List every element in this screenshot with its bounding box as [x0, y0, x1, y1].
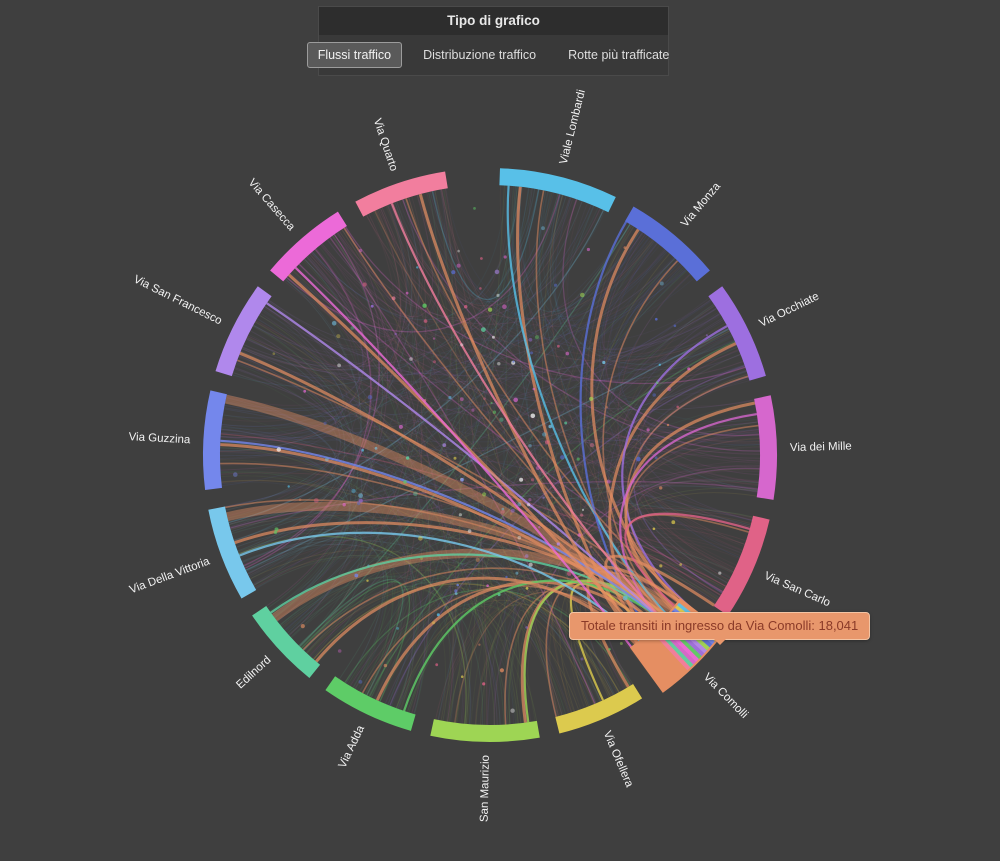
node-label: Via Occhiate — [757, 291, 821, 330]
node-label: Via Guzzina — [128, 431, 191, 446]
node-label: Viale Lombardi — [558, 88, 588, 165]
arc-san-maurizio[interactable] — [430, 719, 540, 742]
panel-title: Tipo di grafico — [319, 7, 668, 35]
arc-edilnord[interactable] — [252, 606, 321, 678]
node-label: Via Comolli — [701, 671, 750, 721]
chart-type-panel: Tipo di grafico Flussi traffico Distribuz… — [306, 6, 669, 76]
node-label: San Maurizio — [479, 755, 492, 822]
node-label: Via Adda — [337, 723, 368, 770]
arc-viale-lombardi[interactable] — [499, 168, 616, 213]
arc-via-quarto[interactable] — [355, 171, 448, 217]
arc-via-monza[interactable] — [625, 206, 710, 282]
node-label: Via Monza — [679, 180, 723, 230]
tab-flussi-traffico[interactable]: Flussi traffico — [306, 42, 403, 68]
tooltip-arrow-icon — [713, 639, 726, 645]
highlighted-ribbons — [220, 185, 759, 725]
node-label: Via Della Vittoria — [128, 555, 212, 596]
node-label: Via San Carlo — [762, 570, 832, 609]
node-label: Via dei Mille — [790, 441, 852, 455]
node-label: Via Ofellera — [601, 729, 636, 789]
node-label: Edilnord — [234, 654, 273, 691]
node-arcs — [202, 168, 778, 742]
tooltip-text: Totale transiti in ingresso da Via Comol… — [581, 618, 859, 633]
arc-via-adda[interactable] — [325, 676, 416, 731]
arc-via-della-vittoria[interactable] — [208, 506, 257, 599]
arc-via-dei-mille[interactable] — [754, 395, 778, 500]
arc-via-occhiate[interactable] — [708, 286, 766, 381]
arc-via-san-carlo[interactable] — [713, 515, 770, 616]
node-label: Via Casecca — [246, 177, 298, 234]
node-label: Via Quarto — [371, 117, 400, 173]
arc-via-guzzina[interactable] — [202, 390, 227, 490]
arc-via-casecca[interactable] — [270, 211, 347, 282]
node-label: Via San Francesco — [132, 273, 224, 327]
tooltip: Totale transiti in ingresso da Via Comol… — [569, 612, 871, 645]
arc-via-ofellera[interactable] — [555, 684, 643, 734]
arc-via-san-francesco[interactable] — [215, 286, 272, 377]
chart-type-tabs: Flussi traffico Distribuzione traffico Rot… — [306, 35, 669, 75]
tab-distribuzione-traffico[interactable]: Distribuzione traffico — [423, 48, 537, 62]
tab-rotte-pi-trafficate[interactable]: Rotte più trafficate — [568, 48, 670, 62]
